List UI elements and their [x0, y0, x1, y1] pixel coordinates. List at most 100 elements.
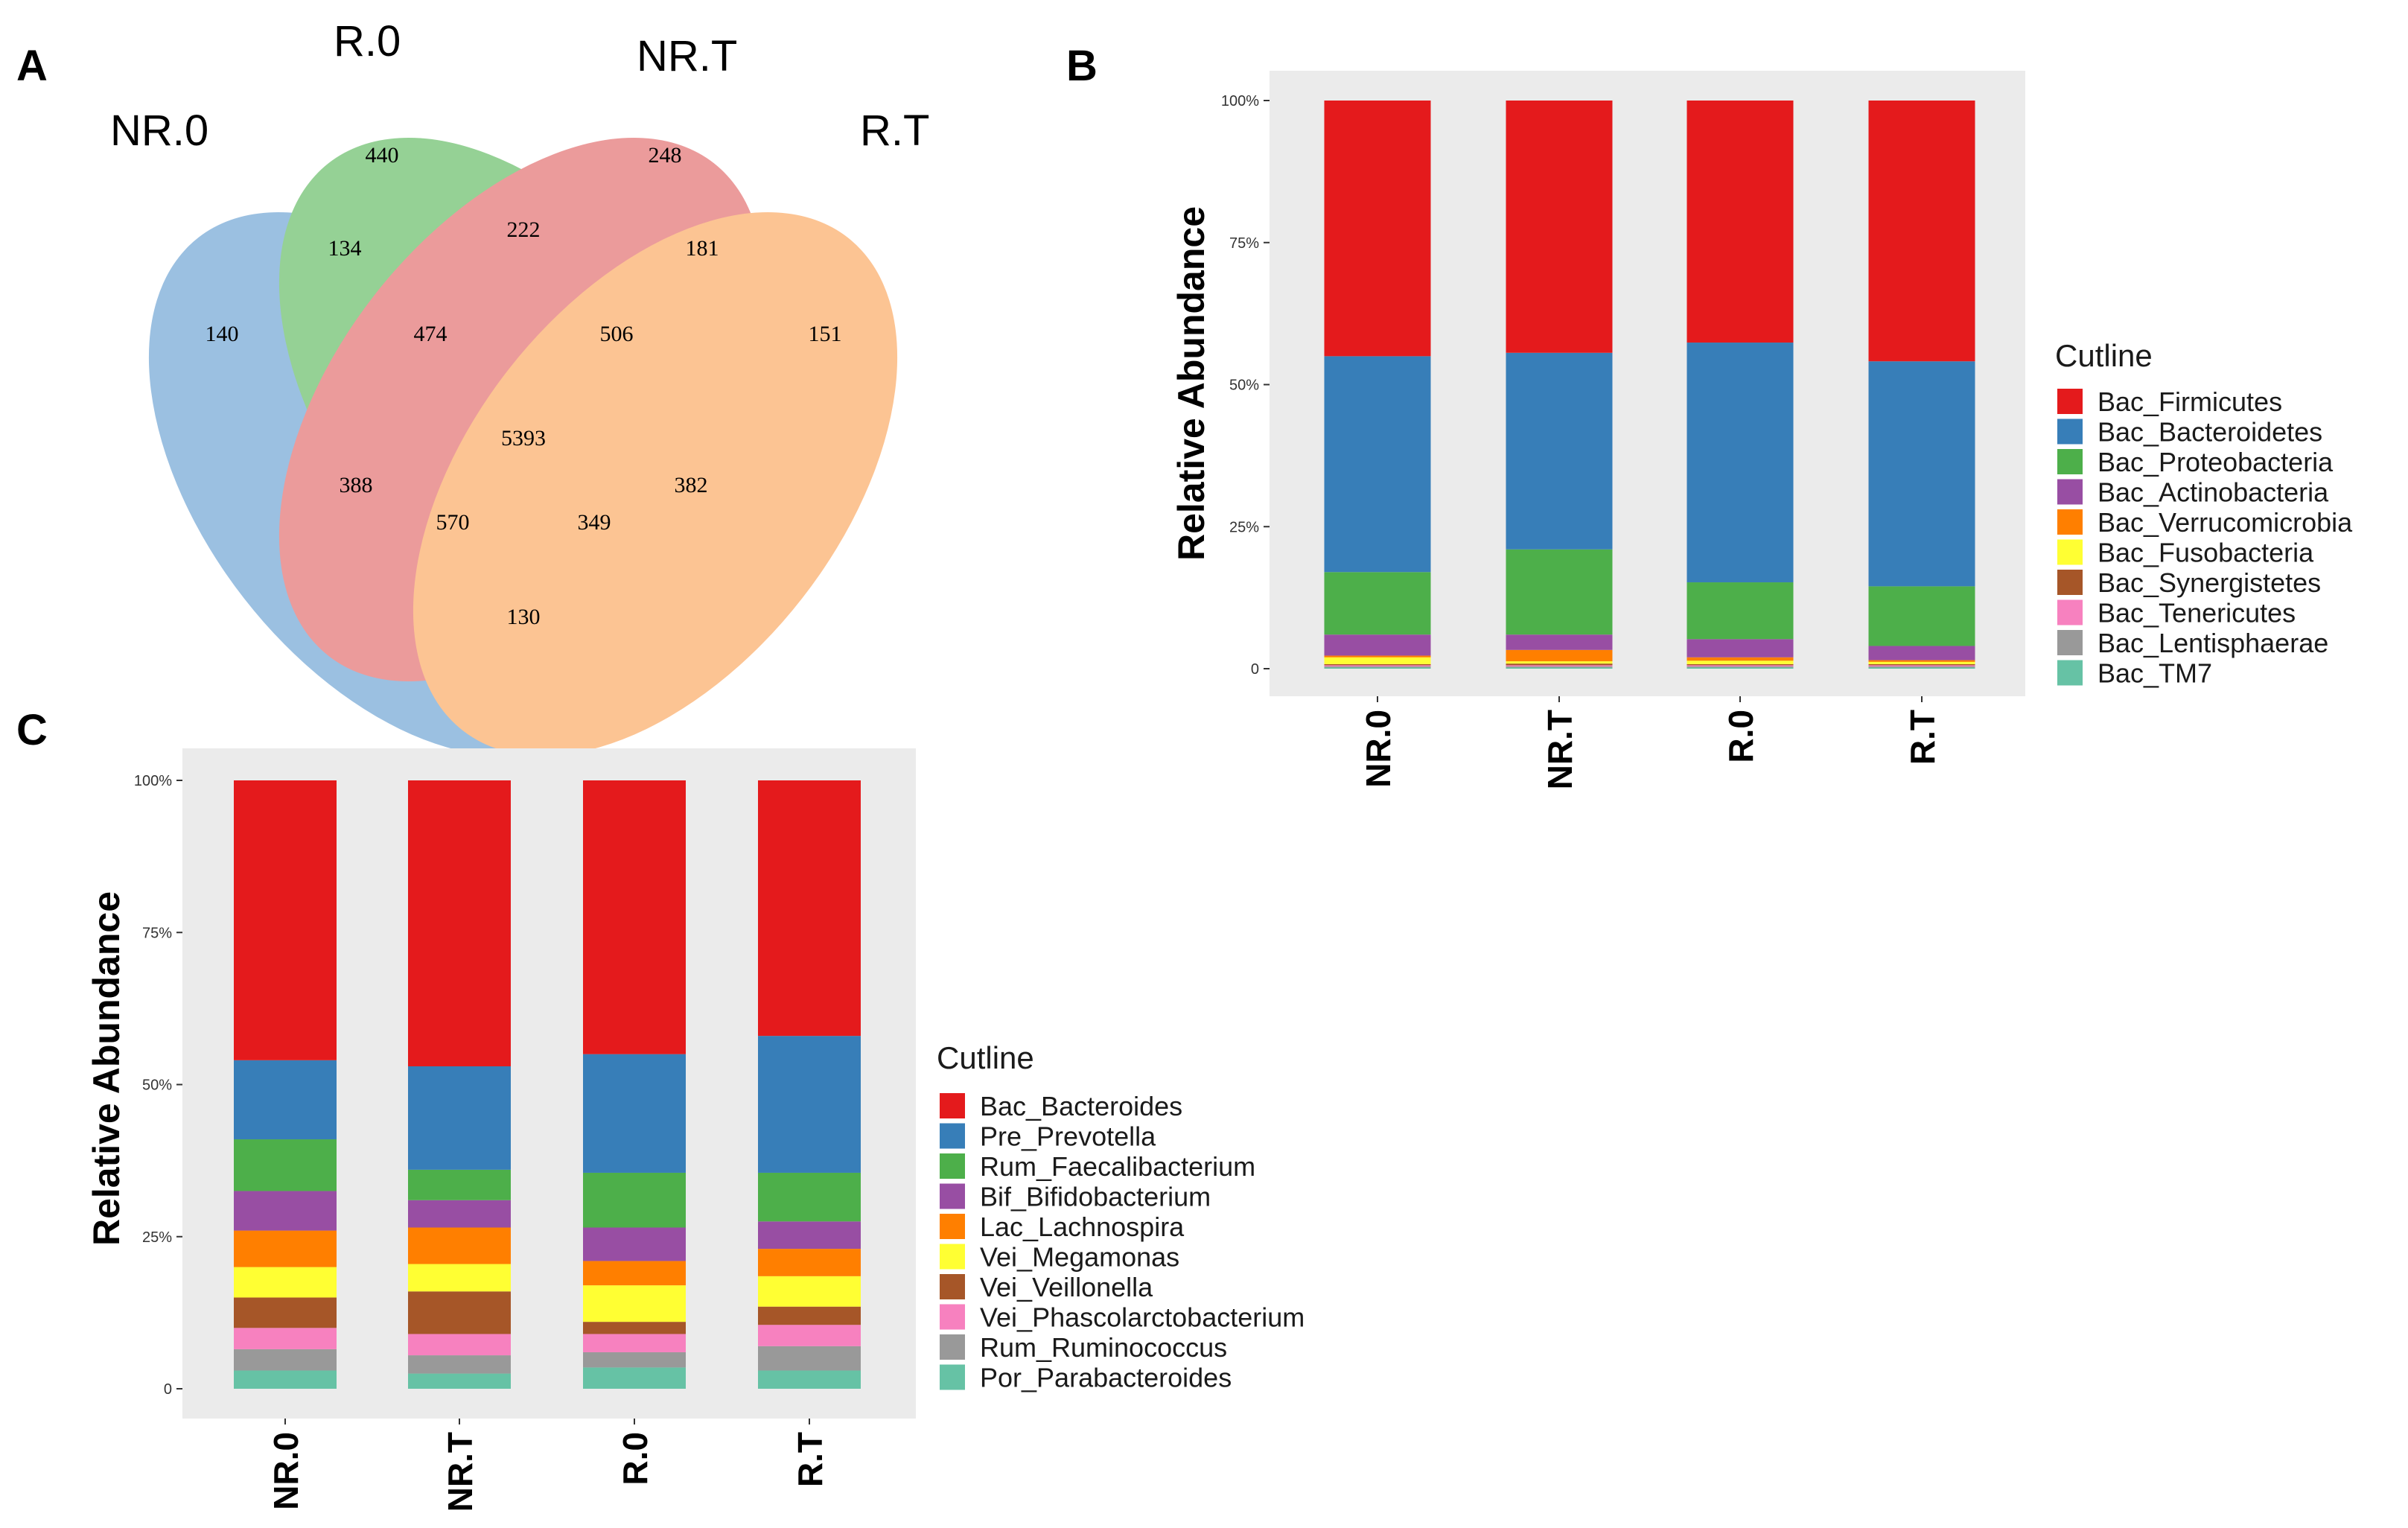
venn-count-r0: 440: [366, 143, 399, 168]
venn-count-nr0-r0-nrt: 474: [414, 322, 447, 346]
chart-b-y-tick-label: 75%: [1229, 235, 1259, 252]
venn-set-label-nr0: NR.0: [110, 106, 208, 155]
chart-b-bar-r-0-bac-actinobacteria: [1686, 639, 1794, 658]
venn-count-nr0-rt: 130: [507, 605, 541, 629]
chart-b-bar-r-t-bac-actinobacteria: [1868, 646, 1975, 660]
chart-b-x-tick-label-nr-t: NR.T: [1541, 710, 1579, 789]
chart-b-y-tick-label: 0: [1251, 661, 1259, 678]
venn-region-counts: 140 440 248 151 134 222 181 474 506 5393…: [206, 143, 842, 629]
chart-c-bar-r-0-por-parabacteroides: [583, 1367, 686, 1389]
chart-c-bar-nr-t-vei-phascolarctobacterium: [408, 1334, 511, 1356]
chart-b-y-axis-title: Relative Abundance: [1170, 206, 1212, 561]
chart-b-y-tick-label: 25%: [1229, 519, 1259, 535]
chart-b-bar-r-0-bac-tm7: [1686, 667, 1794, 669]
chart-c-bar-nr-0-vei-veillonella: [234, 1297, 337, 1328]
chart-b-legend-swatch-bac-firmicutes: [2057, 389, 2083, 414]
chart-b-legend-label-bac-bacteroidetes: Bac_Bacteroidetes: [2098, 417, 2322, 448]
chart-c-bar-r-t-lac-lachnospira: [758, 1249, 861, 1276]
venn-set-label-nrt: NR.T: [637, 32, 737, 80]
chart-b-legend-swatch-bac-tm7: [2057, 660, 2083, 686]
chart-b-y-axis: 0 25% 50% 75% 100%: [1221, 93, 1270, 678]
chart-b-legend-swatch-bac-synergistetes: [2057, 570, 2083, 595]
chart-c-legend-swatch-rum-ruminococcus: [940, 1334, 965, 1360]
chart-b-bar-nr-0-bac-verrucomicrobia: [1324, 655, 1431, 658]
venn-set-label-r0: R.0: [334, 17, 401, 66]
chart-c-legend-swatch-lac-lachnospira: [940, 1214, 965, 1239]
panel-label-b: B: [1066, 42, 1098, 90]
venn-set-label-rt: R.T: [860, 106, 929, 155]
chart-c-bar-r-0-vei-megamonas: [583, 1285, 686, 1322]
chart-c-bar-r-t-vei-veillonella: [758, 1306, 861, 1325]
chart-c-y-tick-label: 100%: [134, 773, 172, 789]
venn-count-nr0-nrt: 388: [340, 473, 373, 497]
panel-label-c: C: [16, 706, 48, 754]
chart-c-bar-r-0-pre-prevotella: [583, 1054, 686, 1173]
venn-count-nrt-rt: 181: [686, 236, 719, 261]
chart-c-bar-r-t-bac-bacteroides: [758, 780, 861, 1037]
chart-c-bar-nr-t-vei-veillonella: [408, 1291, 511, 1334]
chart-c-x-tick-label-nr-t: NR.T: [441, 1432, 480, 1512]
chart-c-bar-nr-0-vei-phascolarctobacterium: [234, 1328, 337, 1349]
chart-c-bar-nr-t-rum-ruminococcus: [408, 1355, 511, 1374]
chart-b-bar-nr-0-bac-fusobacteria: [1324, 657, 1431, 664]
chart-c-legend-label-bif-bifidobacterium: Bif_Bifidobacterium: [980, 1182, 1211, 1212]
chart-b-legend: Bac_FirmicutesBac_BacteroidetesBac_Prote…: [2057, 386, 2353, 689]
chart-b-legend-swatch-bac-actinobacteria: [2057, 479, 2083, 505]
chart-c-x-tick-label-r-t: R.T: [791, 1432, 829, 1487]
chart-b-bar-nr-t-bac-bacteroidetes: [1506, 352, 1613, 550]
venn-count-nr0-r0: 134: [328, 236, 362, 261]
venn-count-r0-nrt-rt: 506: [600, 322, 634, 346]
chart-b-bar-r-t-bac-proteobacteria: [1868, 586, 1975, 646]
chart-c-bar-r-t-por-parabacteroides: [758, 1370, 861, 1389]
chart-b-legend-swatch-bac-verrucomicrobia: [2057, 509, 2083, 535]
chart-b-bar-nr-0-bac-bacteroidetes: [1324, 356, 1431, 573]
chart-b-bar-nr-t-bac-fusobacteria: [1506, 661, 1613, 664]
chart-c-bar-nr-0-bac-bacteroides: [234, 780, 337, 1060]
chart-b-bar-nr-0-bac-lentisphaerae: [1324, 666, 1431, 668]
venn-count-nr0-nrt-rt: 570: [436, 510, 470, 535]
venn-count-r0-rt: 382: [675, 473, 708, 497]
chart-b-bars: [1324, 101, 1975, 669]
chart-b-x-tick-label-nr-0: NR.0: [1359, 710, 1398, 788]
chart-c-legend-swatch-vei-veillonella: [940, 1274, 965, 1299]
chart-b-bar-nr-t-bac-firmicutes: [1506, 101, 1613, 353]
chart-c-legend-swatch-bac-bacteroides: [940, 1093, 965, 1118]
chart-c-legend-label-vei-phascolarctobacterium: Vei_Phascolarctobacterium: [980, 1302, 1305, 1333]
venn-count-all: 5393: [501, 426, 546, 451]
chart-b-bar-r-t-bac-firmicutes: [1868, 101, 1975, 362]
chart-c-legend-label-pre-prevotella: Pre_Prevotella: [980, 1121, 1156, 1152]
chart-b-x-axis: NR.0 NR.T R.0 R.T: [1359, 696, 1942, 789]
chart-b-bar-nr-0-bac-firmicutes: [1324, 101, 1431, 357]
chart-b-bar-nr-t-bac-actinobacteria: [1506, 634, 1613, 650]
chart-c-legend-label-rum-faecalibacterium: Rum_Faecalibacterium: [980, 1151, 1255, 1182]
chart-b-x-tick-label-r-0: R.0: [1721, 710, 1760, 763]
chart-c-bar-r-t-rum-ruminococcus: [758, 1346, 861, 1371]
venn-count-nrt: 248: [649, 143, 682, 168]
chart-c-legend-swatch-rum-faecalibacterium: [940, 1153, 965, 1179]
chart-c-bar-r-0-bif-bifidobacterium: [583, 1227, 686, 1261]
chart-c-bar-nr-t-vei-megamonas: [408, 1264, 511, 1292]
chart-c-y-tick-label: 50%: [142, 1077, 172, 1094]
chart-b-legend-label-bac-actinobacteria: Bac_Actinobacteria: [2098, 477, 2329, 508]
venn-count-r0-nrt: 222: [507, 217, 541, 242]
chart-b-bar-nr-t-bac-tenericutes: [1506, 665, 1613, 666]
chart-c-bar-r-0-rum-ruminococcus: [583, 1352, 686, 1368]
chart-c-bar-nr-0-bif-bifidobacterium: [234, 1191, 337, 1231]
venn-count-rt: 151: [809, 322, 842, 346]
chart-b-legend-label-bac-tm7: Bac_TM7: [2098, 658, 2212, 689]
chart-c-legend-label-por-parabacteroides: Por_Parabacteroides: [980, 1363, 1232, 1393]
venn-ellipse-rt: [413, 211, 898, 757]
chart-b-legend-swatch-bac-tenericutes: [2057, 599, 2083, 625]
chart-b-bar-nr-t-bac-proteobacteria: [1506, 549, 1613, 635]
chart-b-bar-r-0-bac-verrucomicrobia: [1686, 657, 1794, 661]
chart-c-legend-label-lac-lachnospira: Lac_Lachnospira: [980, 1212, 1185, 1242]
chart-c-bar-r-t-bif-bifidobacterium: [758, 1221, 861, 1250]
panel-label-a: A: [16, 42, 48, 90]
chart-c-legend-swatch-pre-prevotella: [940, 1123, 965, 1149]
chart-b-bar-r-0-bac-fusobacteria: [1686, 660, 1794, 664]
chart-b-legend-label-bac-lentisphaerae: Bac_Lentisphaerae: [2098, 628, 2328, 658]
chart-c-bar-nr-t-lac-lachnospira: [408, 1227, 511, 1264]
chart-b-legend-label-bac-firmicutes: Bac_Firmicutes: [2098, 386, 2282, 417]
chart-c-bar-r-t-vei-phascolarctobacterium: [758, 1325, 861, 1346]
chart-b-bar-r-0-bac-proteobacteria: [1686, 582, 1794, 640]
